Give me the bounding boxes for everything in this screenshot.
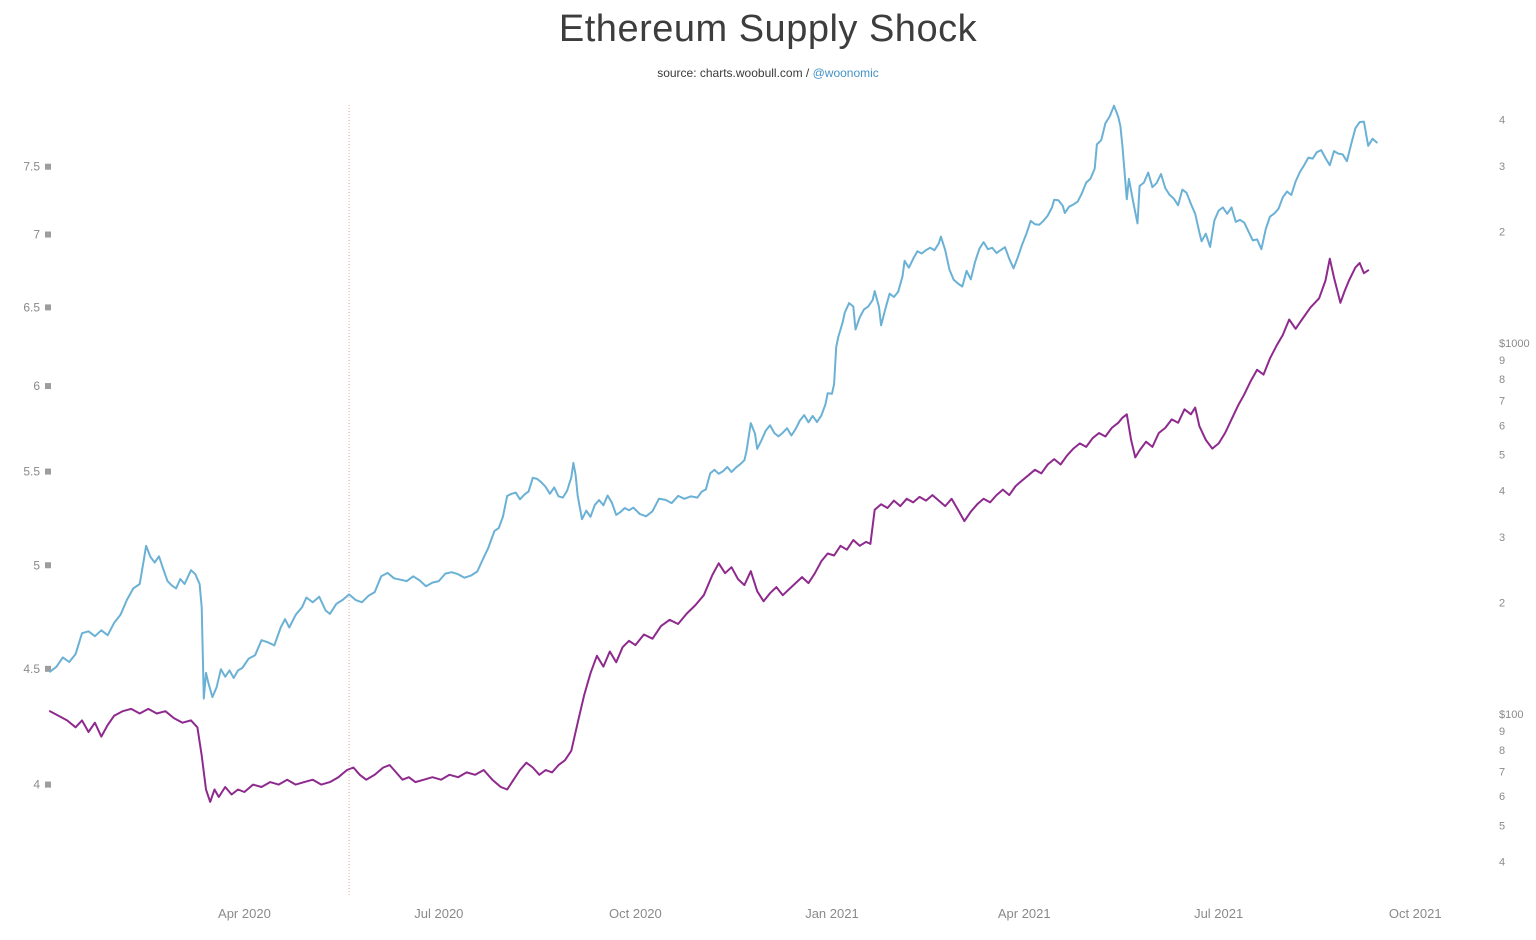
left-axis-tick-square [45, 163, 51, 170]
chart-source-text: source: charts.woobull.com / [657, 66, 810, 80]
x-axis-tick-label: Jan 2021 [805, 906, 859, 921]
right-axis-tick-label: 9 [1499, 355, 1505, 367]
x-axis-tick-label: Oct 2021 [1389, 906, 1442, 921]
right-axis-tick-label: 3 [1499, 532, 1505, 544]
right-axis-tick-label: 9 [1499, 726, 1505, 738]
chart-source: source: charts.woobull.com / @woonomic [0, 66, 1536, 80]
left-axis-tick-label: 6.5 [23, 300, 40, 314]
left-axis-tick-label: 6 [33, 379, 40, 393]
left-axis-tick-label: 4.5 [23, 662, 40, 676]
left-axis-tick-square [45, 781, 51, 788]
x-axis-tick-label: Jul 2020 [414, 906, 463, 921]
x-axis-tick-label: Jul 2021 [1194, 906, 1243, 921]
supply-shock-line [49, 257, 1370, 803]
chart-title: Ethereum Supply Shock [558, 8, 978, 50]
x-axis-tick-label: Apr 2020 [218, 906, 271, 921]
right-axis-tick-label: $100 [1499, 709, 1523, 721]
right-axis-tick-label: 8 [1499, 745, 1505, 757]
price-line [49, 104, 1378, 700]
left-axis-tick-label: 5.5 [23, 465, 40, 479]
left-axis-tick-label: 5 [33, 558, 40, 572]
right-axis-tick-label: 3 [1499, 161, 1505, 173]
woonomic-link[interactable]: @woonomic [812, 66, 879, 80]
right-axis-tick-label: 4 [1499, 486, 1505, 498]
right-axis-tick-label: 2 [1499, 226, 1505, 238]
left-axis-tick-label: 4 [33, 778, 40, 792]
right-axis-tick-label: 8 [1499, 374, 1505, 386]
left-axis-tick-square [45, 383, 51, 390]
left-axis-tick-square [45, 665, 51, 672]
left-axis-tick-square [45, 562, 51, 569]
right-axis-tick-label: 5 [1499, 450, 1505, 462]
right-axis-tick-label: 4 [1499, 115, 1505, 127]
x-axis-tick-label: Oct 2020 [609, 906, 662, 921]
right-axis-tick-label: 6 [1499, 420, 1505, 432]
right-axis-tick-label: 5 [1499, 821, 1505, 833]
x-axis-tick-label: Apr 2021 [998, 906, 1051, 921]
left-axis-tick-square [45, 231, 51, 238]
left-axis-tick-label: 7 [33, 228, 40, 242]
left-axis-tick-square [45, 304, 51, 311]
right-axis-tick-label: $1000 [1499, 338, 1530, 350]
right-axis-tick-label: 7 [1499, 766, 1505, 778]
right-axis-tick-label: 7 [1499, 395, 1505, 407]
left-axis-tick-label: 7.5 [23, 160, 40, 174]
right-axis-tick-label: 4 [1499, 857, 1505, 869]
right-axis-tick-label: 2 [1499, 597, 1505, 609]
left-axis-tick-square [45, 468, 51, 475]
right-axis-tick-label: 6 [1499, 791, 1505, 803]
